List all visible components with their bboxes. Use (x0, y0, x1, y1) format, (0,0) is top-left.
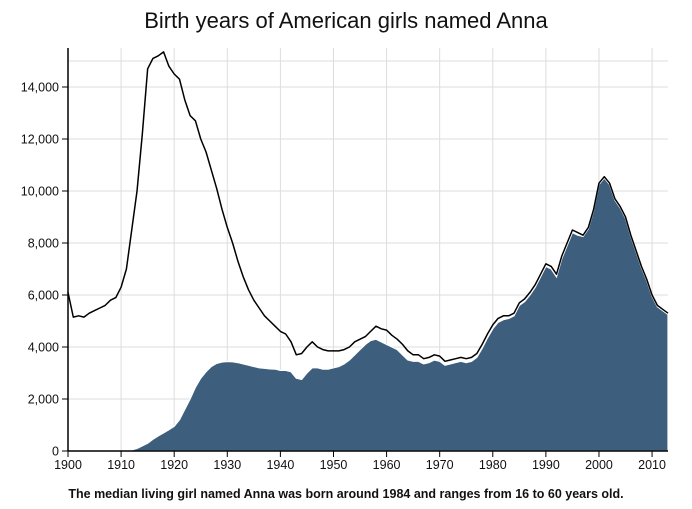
born-line-layer (67, 51, 669, 363)
x-axis-ticks: 1900 1910 1920 1930 1940 1950 1960 1970 1980 1990… (54, 451, 666, 472)
x-tick-label-1970: 1970 (426, 458, 454, 472)
x-tick-label-1960: 1960 (373, 458, 401, 472)
x-tick-label-1950: 1950 (320, 458, 348, 472)
series-line-born (67, 51, 669, 363)
y-tick-label-12000: 12,000 (21, 133, 59, 147)
y-tick-label-2000: 2,000 (28, 393, 59, 407)
y-tick-label-4000: 4,000 (28, 341, 59, 355)
y-axis-ticks: 0 2,000 4,000 6,000 8,000 10,000 12,000 14,000 (21, 81, 68, 459)
y-tick-label-6000: 6,000 (28, 289, 59, 303)
y-tick-label-8000: 8,000 (28, 237, 59, 251)
x-tick-label-2010: 2010 (638, 458, 666, 472)
x-tick-label-1940: 1940 (266, 458, 294, 472)
y-tick-label-0: 0 (52, 445, 59, 459)
x-tick-label-1920: 1920 (160, 458, 188, 472)
chart-caption: The median living girl named Anna was bo… (68, 487, 624, 501)
x-tick-label-1930: 1930 (213, 458, 241, 472)
x-tick-label-1980: 1980 (479, 458, 507, 472)
x-tick-label-1910: 1910 (107, 458, 135, 472)
chart-title: Birth years of American girls named Anna (144, 8, 548, 33)
axes (67, 48, 668, 452)
x-tick-label-2000: 2000 (585, 458, 613, 472)
y-tick-label-14000: 14,000 (21, 81, 59, 95)
x-tick-label-1990: 1990 (532, 458, 560, 472)
series-area-alive (68, 177, 669, 452)
x-tick-label-1900: 1900 (54, 458, 82, 472)
alive-area-layer (68, 177, 669, 452)
y-tick-label-10000: 10,000 (21, 185, 59, 199)
